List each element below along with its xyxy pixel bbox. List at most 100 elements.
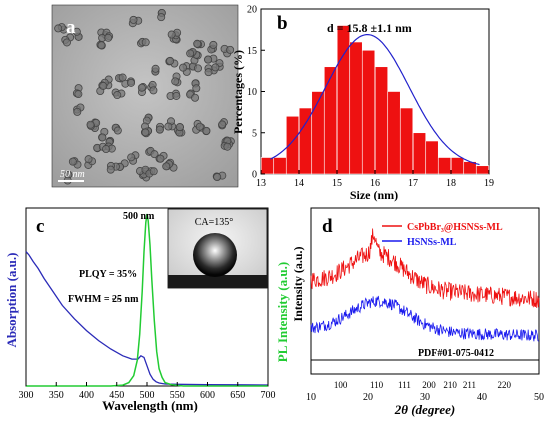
tem-particle [102, 142, 116, 154]
tem-particle [140, 122, 150, 137]
tem-particle [147, 80, 158, 95]
tem-particle [106, 161, 120, 174]
contact-angle-label: CA=135° [195, 217, 234, 228]
y-tick-label: 15 [247, 46, 257, 57]
tem-particle [157, 8, 166, 22]
y-tick-label: 20 [247, 5, 257, 16]
panel-c: 300 350 400 450 500 550 600 650 700 CA=135° c 50… [4, 207, 290, 413]
tem-particle [171, 72, 182, 87]
reference-peak-label: 110 [370, 380, 384, 390]
histogram-bar [349, 41, 363, 175]
tem-particle [137, 83, 147, 97]
y-tick-label: 5 [252, 128, 257, 139]
water-droplet [193, 233, 237, 277]
x-tick-label: 700 [261, 390, 276, 401]
tem-particle [167, 28, 182, 40]
plqy-label: PLQY = 35% [79, 269, 137, 280]
tem-particle [61, 33, 75, 47]
reference-peak-label: 210 [443, 380, 457, 390]
tem-particle [98, 127, 109, 142]
panel-c-x-ticks: 300 350 400 450 500 550 600 650 700 [19, 382, 276, 401]
x-tick-label: 550 [170, 390, 185, 401]
tem-particle [166, 89, 181, 100]
tem-particle [54, 23, 68, 34]
tem-particle [72, 84, 83, 99]
reference-peak-label: 220 [497, 380, 511, 390]
histogram-bar [425, 140, 439, 175]
x-tick-label: 50 [534, 392, 544, 403]
tem-particle [175, 123, 184, 137]
tem-particle [204, 54, 218, 64]
x-tick-label: 18 [446, 178, 456, 189]
panel-d-plot-area [310, 207, 540, 361]
tem-particle [114, 73, 127, 83]
x-tick-label: 650 [230, 390, 245, 401]
x-tick-label: 300 [19, 390, 34, 401]
tem-particle [218, 118, 228, 130]
size-distribution-annotation: d = 15.8 ±1.1 nm [327, 21, 412, 35]
reference-peak-label: 111 [398, 380, 411, 390]
tem-particle [137, 37, 150, 48]
panel-b-x-axis-label: Size (nm) [350, 188, 398, 202]
panel-b-label: b [277, 13, 288, 34]
pl-axis-label: PL Intensity (a.u.) [275, 262, 290, 362]
x-tick-label: 20 [363, 392, 373, 403]
tem-particle [72, 27, 83, 41]
tem-particle [220, 136, 232, 151]
reference-peak-label: 211 [463, 380, 476, 390]
reference-peak-label: 200 [422, 380, 436, 390]
x-tick-label: 500 [140, 390, 155, 401]
tem-particle [145, 167, 158, 178]
tem-particle [192, 119, 204, 134]
reference-strip [310, 359, 540, 375]
legend: CsPbBr₃@HSNSs-ML HSNSs-ML [382, 222, 503, 248]
tem-particle [151, 64, 160, 76]
x-tick-label: 350 [49, 390, 64, 401]
tem-particle [68, 157, 82, 169]
panel-d: 10 20 30 40 50 100 110 111 200 210 211 220 d CsPbB… [291, 207, 544, 417]
panel-b-y-axis-label: Percentages (%) [231, 50, 245, 134]
panel-c-label: c [36, 216, 44, 237]
absorption-axis-label: Absorption (a.u.) [4, 253, 19, 348]
tem-particle [207, 40, 218, 54]
fwhm-label: FWHM = 25 nm [68, 294, 139, 305]
gaussian-fit-curve [270, 34, 480, 166]
contact-angle-inset: CA=135° [167, 208, 268, 289]
tem-particle [84, 155, 97, 169]
x-tick-label: 13 [256, 178, 266, 189]
xrd-curve-hsnss-ml [310, 295, 540, 342]
histogram-bar [450, 157, 465, 175]
panel-d-label: d [322, 216, 333, 237]
panel-c-x-axis-label: Wavelength (nm) [102, 398, 198, 413]
x-tick-label: 30 [420, 392, 430, 403]
x-tick-label: 17 [408, 178, 418, 189]
tem-particle [164, 117, 177, 131]
tem-particle [186, 47, 197, 58]
tem-particle [220, 44, 235, 58]
pl-curve [26, 213, 268, 387]
peak-wavelength-label: 500 nm [123, 211, 155, 222]
histogram-bars [260, 25, 490, 175]
x-tick-label: 15 [332, 178, 342, 189]
tem-particle [63, 170, 73, 185]
tem-particles [54, 8, 235, 185]
histogram-bar [273, 157, 287, 175]
legend-label-cspbbr3: CsPbBr₃@HSNSs-ML [407, 222, 503, 233]
tem-particle [193, 39, 205, 49]
xrd-curve-cspbbr3-hsnss-ml [310, 228, 540, 308]
y-tick-label: 10 [247, 87, 257, 98]
x-tick-label: 40 [477, 392, 487, 403]
tem-particle [142, 113, 153, 125]
tem-particle [186, 89, 200, 102]
tem-particle [73, 103, 85, 116]
tem-particle [191, 79, 201, 93]
panel-b: 13 14 15 16 17 18 19 0 5 10 15 20 b d = 15.8 ±1.1 … [231, 5, 494, 203]
histogram-bar [387, 91, 401, 175]
tem-particle [162, 160, 174, 171]
reference-peak-labels: 100 110 111 200 210 211 220 [334, 380, 512, 390]
panel-a-label: a [66, 17, 76, 38]
tem-particle [135, 165, 150, 179]
tem-particle [111, 88, 126, 100]
histogram-bar [298, 107, 313, 175]
